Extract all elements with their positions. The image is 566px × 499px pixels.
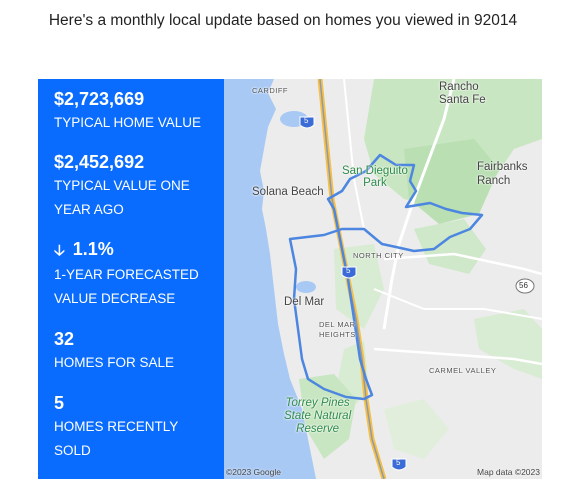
map-label-del-mar: Del Mar (284, 296, 325, 308)
typical-value: $2,723,669 (54, 89, 145, 109)
forecast-label-line2: VALUE DECREASE (54, 291, 176, 306)
map-graphic (224, 79, 542, 479)
map-label-cardiff: CARDIFF (252, 86, 288, 95)
map-label-torrey-line3: Reserve (296, 423, 339, 435)
map-label-rancho-line2: Santa Fe (439, 94, 486, 106)
route-5-mid-shield (341, 266, 357, 279)
route-56-label: 56 (519, 281, 528, 290)
park-south (384, 399, 449, 459)
year-ago-label-line2: YEAR AGO (54, 202, 124, 217)
stats-panel: $2,723,669 TYPICAL HOME VALUE $2,452,692… (38, 79, 224, 479)
map-label-rancho-line1: Rancho (439, 81, 479, 93)
map-data-credit[interactable]: Map data ©2023 (477, 467, 540, 477)
year-ago-label-line1: TYPICAL VALUE ONE (54, 178, 190, 193)
map-label-fairbanks-line2: Ranch (477, 175, 511, 187)
recently-sold-label-line2: SOLD (54, 443, 91, 458)
down-arrow-icon: 🡣 (54, 242, 65, 259)
map-label-torrey-pines: Torrey Pines State Natural Reserve (284, 397, 351, 436)
route-5-top-label: 5 (304, 116, 309, 125)
road-3 (383, 252, 542, 276)
for-sale-label: HOMES FOR SALE (54, 355, 175, 370)
lagoon-mid (296, 281, 316, 293)
route-5-bottom-label: 5 (396, 458, 401, 467)
route-5-top-shield (299, 116, 315, 129)
map-label-san-dieguito-line2: Park (363, 177, 387, 189)
map-label-torrey-line2: State Natural (284, 410, 352, 422)
recently-sold-value: 5 (54, 393, 65, 413)
forecast-label-line1: 1-YEAR FORECASTED (54, 267, 199, 282)
road-1 (382, 79, 456, 330)
map-label-solana-beach: Solana Beach (252, 186, 324, 198)
forecast-value: 1.1% (72, 239, 114, 259)
park-mid (414, 219, 486, 274)
map-label-torrey-line1: Torrey Pines (285, 397, 350, 409)
recently-sold-stat: 5 HOMES RECENTLY SOLD (54, 391, 219, 463)
map-copyright: ©2023 Google (226, 467, 281, 477)
typical-value-stat: $2,723,669 TYPICAL HOME VALUE (54, 87, 219, 135)
ocean (224, 79, 316, 479)
map-label-rancho-santa-fe: Rancho Santa Fe (439, 81, 486, 107)
forecast-value-row: 🡣 1.1% (54, 237, 219, 263)
route-5-mid-label: 5 (346, 266, 351, 275)
map-label-fairbanks-ranch: Fairbanks Ranch (477, 160, 528, 188)
road-5 (373, 288, 542, 320)
map-label-del-mar-heights: DEL MAR HEIGHTS (319, 320, 356, 340)
typical-value-label: TYPICAL HOME VALUE (54, 115, 202, 130)
area-map[interactable]: CARDIFF Rancho Santa Fe San Dieguito Par… (224, 79, 542, 479)
map-label-san-dieguito-park: San Dieguito Park (342, 165, 408, 189)
map-label-fairbanks-line1: Fairbanks (477, 161, 528, 173)
forecast-stat: 🡣 1.1% 1-YEAR FORECASTED VALUE DECREASE (54, 237, 219, 311)
zip-boundary (288, 153, 484, 401)
year-ago-value-stat: $2,452,692 TYPICAL VALUE ONE YEAR AGO (54, 150, 219, 222)
map-label-san-dieguito-line1: San Dieguito (342, 165, 408, 177)
road-4 (373, 347, 542, 366)
map-label-del-mar-heights-line2: HEIGHTS (319, 330, 356, 339)
map-label-carmel-valley: CARMEL VALLEY (429, 366, 497, 375)
for-sale-value: 32 (54, 329, 75, 349)
map-label-del-mar-heights-line1: DEL MAR (319, 320, 356, 329)
year-ago-value: $2,452,692 (54, 152, 145, 172)
route-5-bottom-shield (391, 458, 407, 471)
update-headline: Here's a monthly local update based on h… (48, 12, 518, 29)
map-label-north-city: NORTH CITY (353, 251, 404, 260)
recently-sold-label-line1: HOMES RECENTLY (54, 419, 179, 434)
road-2 (343, 79, 365, 230)
for-sale-stat: 32 HOMES FOR SALE (54, 327, 219, 375)
route-56-shield (515, 278, 535, 294)
market-update-card: $2,723,669 TYPICAL HOME VALUE $2,452,692… (38, 79, 542, 479)
